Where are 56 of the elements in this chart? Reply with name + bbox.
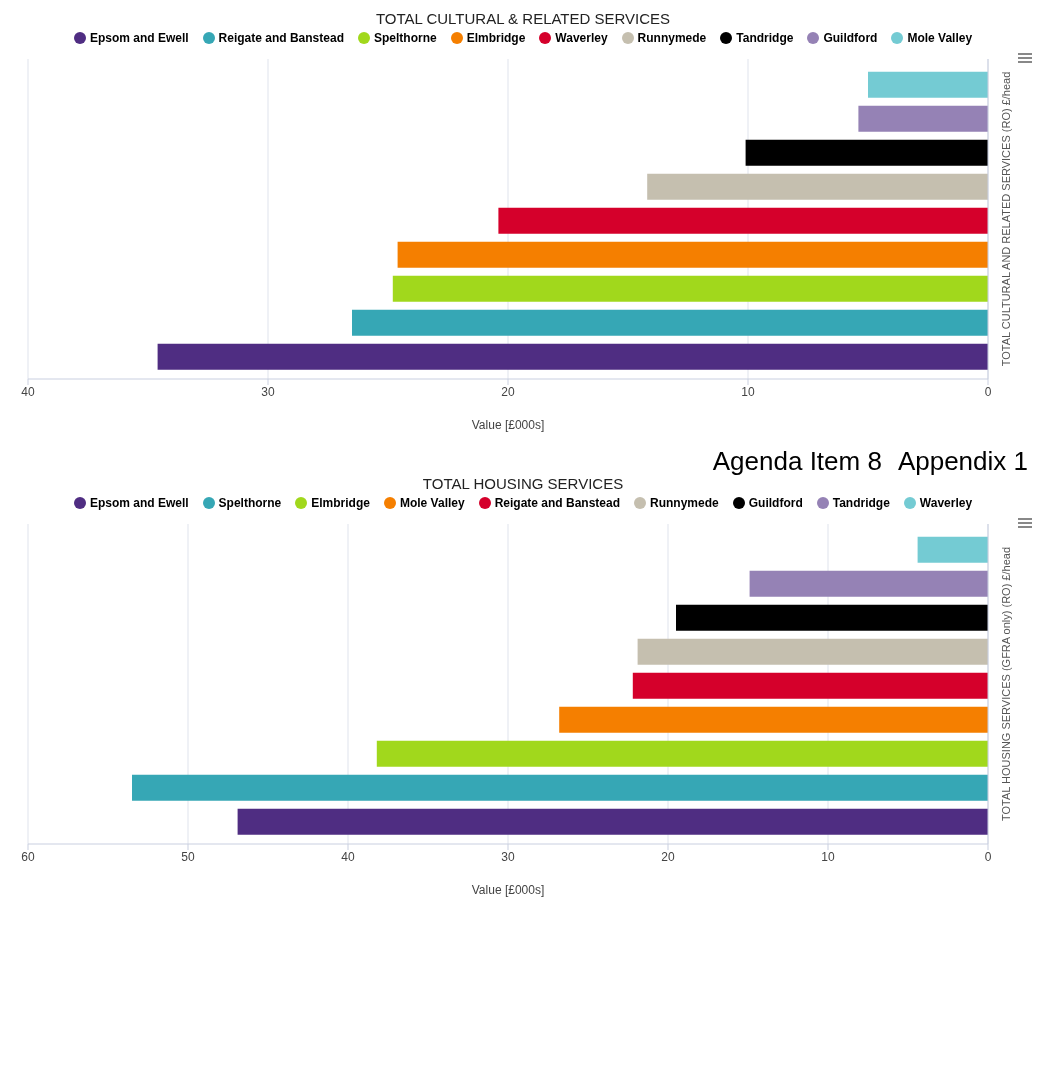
x-tick-label: 20 [501, 384, 515, 399]
legend-label: Epsom and Ewell [88, 31, 189, 45]
y-tick-label: TOTAL HOUSING SERVICES (GFRA only) (RO) £/head [1000, 546, 1012, 822]
legend-label: Elmbridge [310, 496, 370, 510]
y-tick-label: TOTAL CULTURAL AND RELATED SERVICES (RO) £/head [1000, 71, 1012, 367]
x-tick-label: 0 [984, 849, 992, 864]
legend-label: Reigate and Banstead [493, 496, 621, 510]
chart-title: TOTAL CULTURAL & RELATED SERVICES [374, 9, 672, 27]
x-tick-label: 60 [21, 849, 35, 864]
legend-label: Waverley [918, 496, 973, 510]
legend-label: Spelthorne [217, 496, 282, 510]
legend-label: Guildford [747, 496, 803, 510]
bar [917, 536, 988, 563]
bar [237, 808, 988, 835]
legend-label: Spelthorne [372, 31, 437, 45]
legend-label: Epsom and Ewell [88, 496, 189, 510]
x-tick-label: 10 [821, 849, 835, 864]
bar [132, 774, 988, 801]
legend-label: Elmbridge [465, 31, 526, 45]
bar [352, 309, 988, 336]
bar [397, 241, 988, 268]
x-tick-label: 40 [341, 849, 355, 864]
bar [637, 638, 988, 665]
bar [392, 275, 988, 302]
x-tick-label: 10 [741, 384, 755, 399]
chart-title: TOTAL HOUSING SERVICES [422, 475, 624, 492]
x-axis-title: Value [£000s] [471, 883, 545, 897]
bar [632, 672, 988, 699]
x-tick-label: 30 [261, 384, 275, 399]
legend-label: Tandridge [831, 496, 890, 510]
bar [647, 173, 988, 200]
text: Appendix 1 [897, 446, 1028, 476]
text: Agenda Item 8 [712, 446, 882, 476]
legend-label: Mole Valley [398, 496, 465, 510]
bar [157, 343, 988, 370]
bar [676, 604, 988, 631]
legend-label: Waverley [554, 31, 608, 45]
bar [868, 71, 988, 98]
x-tick-label: 50 [181, 849, 195, 864]
bar [749, 570, 988, 597]
legend-label: Tandridge [735, 31, 794, 45]
bar [745, 139, 988, 166]
legend-label: Mole Valley [906, 31, 973, 45]
legend-label: Runnymede [636, 31, 707, 45]
x-tick-label: 0 [984, 384, 992, 399]
legend-label: Guildford [822, 31, 878, 45]
x-axis-title: Value [£000s] [471, 418, 545, 432]
bar [498, 207, 988, 234]
x-tick-label: 30 [501, 849, 515, 864]
x-tick-label: 20 [661, 849, 675, 864]
bar [858, 105, 988, 132]
legend-label: Reigate and Banstead [217, 31, 344, 45]
x-tick-label: 40 [21, 384, 35, 399]
bar [376, 740, 988, 767]
bar [559, 706, 988, 733]
legend-label: Runnymede [649, 496, 719, 510]
